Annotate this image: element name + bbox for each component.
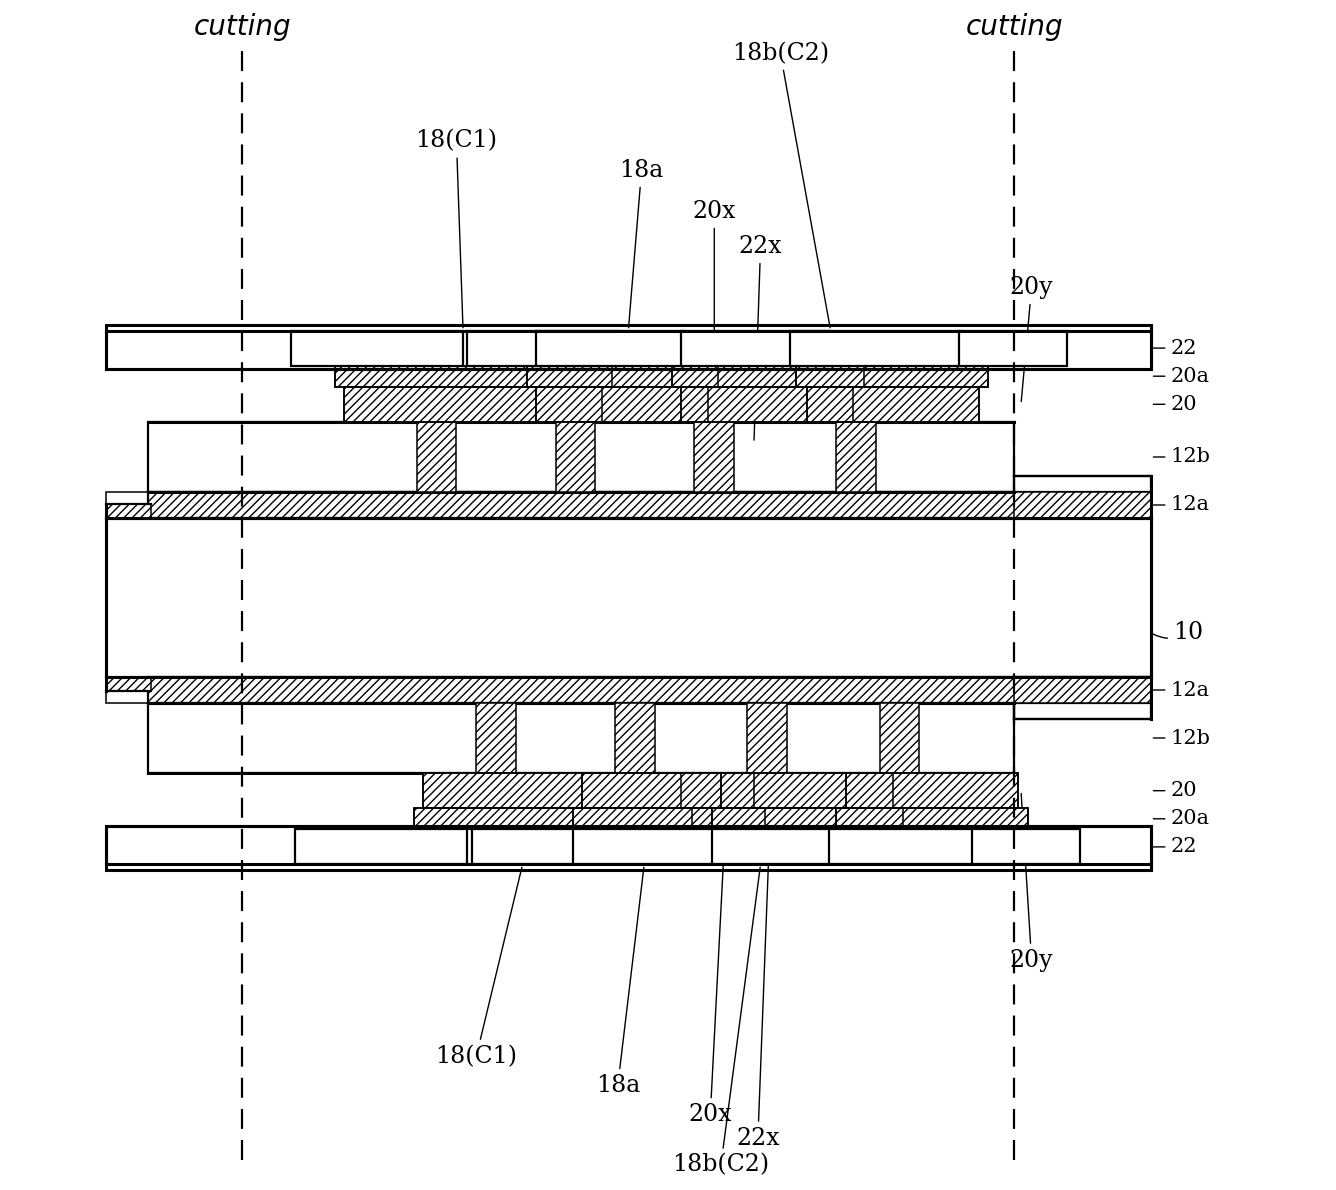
Bar <box>536 387 708 422</box>
Text: 22: 22 <box>1153 838 1197 857</box>
Bar <box>573 808 764 829</box>
Bar <box>847 774 1018 808</box>
Bar <box>536 387 708 422</box>
Bar <box>477 703 516 774</box>
Bar <box>345 387 603 422</box>
Bar <box>414 808 692 829</box>
Bar <box>148 703 1014 774</box>
Bar <box>106 493 151 518</box>
Bar <box>1014 677 1150 703</box>
Bar <box>148 677 1150 703</box>
Bar <box>681 331 830 365</box>
Text: 18(C1): 18(C1) <box>415 130 497 327</box>
Bar <box>959 331 1067 365</box>
Bar <box>1014 493 1150 518</box>
Bar <box>536 331 684 365</box>
Bar <box>1014 476 1150 518</box>
Bar <box>468 331 619 365</box>
Text: 22x: 22x <box>739 234 783 440</box>
Bar <box>747 703 787 774</box>
Text: 10: 10 <box>1153 621 1204 644</box>
Text: 20x: 20x <box>688 812 732 1127</box>
Bar <box>582 774 754 808</box>
Bar <box>526 365 719 387</box>
Bar <box>807 387 979 422</box>
Text: 20a: 20a <box>1153 809 1209 828</box>
Bar <box>836 422 875 493</box>
Bar <box>424 774 681 808</box>
Text: 12b: 12b <box>1153 447 1210 466</box>
Bar <box>672 365 863 387</box>
Text: 18a: 18a <box>596 868 644 1097</box>
Bar <box>879 703 919 774</box>
Bar <box>148 422 1014 493</box>
Bar <box>796 365 987 387</box>
Text: 18b(C2): 18b(C2) <box>732 42 830 327</box>
Bar <box>582 774 754 808</box>
Bar <box>106 826 1150 870</box>
Bar <box>830 829 1001 864</box>
Text: 20: 20 <box>1153 781 1197 800</box>
Bar <box>106 677 151 691</box>
Text: 18a: 18a <box>620 158 664 327</box>
Text: 22x: 22x <box>736 727 780 1150</box>
Text: 18(C1): 18(C1) <box>436 868 522 1067</box>
Bar <box>573 808 764 829</box>
Bar <box>335 365 612 387</box>
Bar <box>1014 677 1150 719</box>
Text: cutting: cutting <box>966 13 1063 42</box>
Bar <box>712 808 903 829</box>
Text: 12a: 12a <box>1153 681 1209 700</box>
Bar <box>335 365 612 387</box>
Text: 18b(C2): 18b(C2) <box>672 868 770 1177</box>
Bar <box>695 422 733 493</box>
Bar <box>615 703 655 774</box>
Bar <box>106 518 1150 677</box>
Text: 20a: 20a <box>1153 367 1209 386</box>
Bar <box>291 331 464 365</box>
Bar <box>973 829 1081 864</box>
Bar <box>473 829 624 864</box>
Bar <box>424 774 681 808</box>
Bar <box>414 808 692 829</box>
Bar <box>681 387 854 422</box>
Bar <box>712 808 903 829</box>
Bar <box>847 774 1018 808</box>
Bar <box>106 325 1150 369</box>
Text: 22: 22 <box>1153 339 1197 357</box>
Bar <box>345 387 603 422</box>
Bar <box>556 422 596 493</box>
Text: 20y: 20y <box>1010 276 1053 401</box>
Bar <box>721 774 892 808</box>
Bar <box>836 808 1027 829</box>
Text: 12a: 12a <box>1153 495 1209 514</box>
Bar <box>672 365 863 387</box>
Bar <box>526 365 719 387</box>
Bar <box>807 387 979 422</box>
Bar <box>573 829 721 864</box>
Bar <box>106 677 151 703</box>
Text: 20y: 20y <box>1010 794 1053 972</box>
Bar <box>106 503 151 518</box>
Bar <box>681 387 854 422</box>
Text: cutting: cutting <box>194 13 291 42</box>
Text: 20x: 20x <box>692 200 736 384</box>
Bar <box>721 774 892 808</box>
Bar <box>712 829 859 864</box>
Text: 12b: 12b <box>1153 728 1210 747</box>
Bar <box>295 829 468 864</box>
Bar <box>796 365 987 387</box>
Bar <box>417 422 457 493</box>
Bar <box>148 493 1150 518</box>
Bar <box>790 331 962 365</box>
Text: 20: 20 <box>1153 395 1197 414</box>
Bar <box>836 808 1027 829</box>
